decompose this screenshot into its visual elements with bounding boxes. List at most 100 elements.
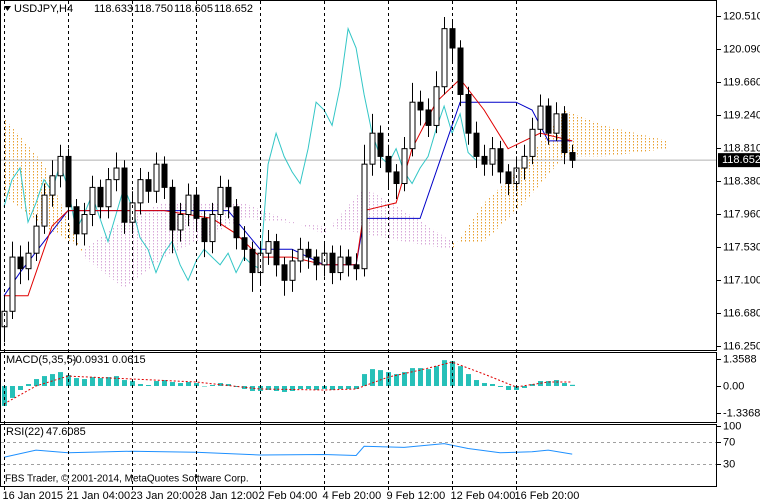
macd-bar (474, 380, 479, 387)
candle-body (537, 105, 544, 130)
macd-bar (426, 369, 431, 387)
price-tick-label: 119.660 (723, 76, 760, 88)
rsi-readout: 47.6085 (46, 426, 86, 438)
price-tick-label: 118.380 (723, 175, 760, 187)
price-tick-label: 117.100 (723, 274, 760, 286)
macd-signal-readout: 0.0615 (112, 354, 146, 366)
price-tick-label: 120.090 (723, 43, 760, 55)
candle-body (49, 175, 56, 196)
macd-title: MACD(5,35,5) (6, 354, 76, 366)
current-price-box (718, 153, 760, 168)
axes: 16 Jan 2015 21 Jan 04:00 23 Jan 20:00 28 Ja… (3, 1, 760, 502)
candle-body (209, 213, 216, 243)
candle-body (305, 248, 312, 258)
macd-bar (562, 383, 567, 387)
macd-bar (42, 376, 47, 387)
macd-bar (98, 378, 103, 387)
cloud-segment (4, 117, 45, 227)
candle-body (273, 241, 280, 266)
candle-body (337, 256, 344, 274)
macd-bar (354, 386, 359, 389)
macd-bar (490, 384, 495, 387)
macd-bar (434, 366, 439, 387)
x-tick-label: 21 Jan 04:00 (67, 490, 131, 502)
candle-body (265, 241, 272, 254)
footer-copyright: FBS Trader, © 2001-2014, MetaQuotes Soft… (5, 474, 249, 485)
candle-body (393, 171, 400, 185)
candle-body (137, 179, 144, 204)
macd-bar (498, 386, 503, 387)
macd-bar (18, 386, 23, 390)
macd-bar (258, 386, 263, 391)
candle-body (289, 260, 296, 281)
macd-bar (466, 374, 471, 387)
candle-body (521, 155, 528, 169)
rsi-tick-label: 70 (723, 436, 735, 448)
rsi-tick-label: 30 (723, 458, 735, 470)
candle-body (505, 171, 512, 185)
price-tick-label: 120.510 (723, 10, 760, 22)
candle-body (345, 256, 352, 266)
candle-body (553, 113, 560, 134)
macd-readout: -0.0931 (72, 354, 109, 366)
macd-panel-border (0, 352, 717, 423)
candle-body (281, 264, 288, 281)
x-tick-label: 23 Jan 20:00 (131, 490, 195, 502)
candle-body (441, 28, 448, 88)
macd-bar (330, 386, 335, 390)
macd-bar (306, 386, 311, 389)
macd-bar (554, 380, 559, 387)
symbol-menu-icon[interactable] (4, 6, 11, 11)
candle-body (353, 264, 360, 270)
macd-bar (442, 360, 447, 387)
candle-body (217, 186, 224, 215)
macd-bar (458, 366, 463, 387)
candle-body (369, 132, 376, 165)
candle-body (41, 194, 48, 227)
macd-bar (402, 372, 407, 387)
macd-bar (138, 384, 143, 387)
macd-bar (378, 370, 383, 387)
macd-bar (10, 386, 15, 398)
price-tick-label: 116.250 (723, 340, 760, 352)
macd-bar (314, 386, 319, 390)
rsi-panel-border (0, 424, 717, 487)
macd-bar (90, 377, 95, 387)
x-tick-label: 16 Feb 20:00 (515, 490, 580, 502)
macd-bar (250, 386, 255, 391)
candle-body (377, 132, 384, 157)
macd-bar (506, 386, 511, 390)
macd-tick-label: 1.3588 (723, 353, 757, 365)
macd-tick-label: -1.3368 (723, 407, 760, 419)
macd-bar (202, 386, 207, 387)
macd-bar (122, 380, 127, 387)
macd-bar (154, 381, 159, 387)
cloud-segment (324, 187, 365, 234)
macd-bar (290, 386, 295, 391)
candle-body (329, 252, 336, 274)
candle-body (257, 252, 264, 274)
rsi-tick-label: 100 (723, 420, 741, 432)
price-tick-label: 117.530 (723, 241, 760, 253)
candle-body (105, 179, 112, 208)
macd-bar (346, 386, 351, 389)
symbol-title: USDJPY,H4 (14, 3, 73, 15)
macd-bar (234, 386, 239, 387)
macd-bar (282, 386, 287, 392)
candle-body (409, 101, 416, 150)
macd-bar (130, 381, 135, 387)
current-price-label: 118.652 (722, 154, 760, 166)
macd-bar (394, 374, 399, 387)
rsi-title: RSI(22) (6, 426, 44, 438)
macd-bar (298, 386, 303, 389)
low-readout: 118.605 (174, 3, 213, 15)
macd-bar (546, 381, 551, 387)
x-tick-label: 9 Feb 12:00 (387, 490, 446, 502)
candle-body (361, 163, 368, 270)
candle-body (313, 256, 320, 266)
x-tick-label: 4 Feb 20:00 (323, 490, 382, 502)
candle-body (113, 167, 120, 181)
candle-body (97, 186, 104, 208)
candle-body (561, 113, 568, 154)
